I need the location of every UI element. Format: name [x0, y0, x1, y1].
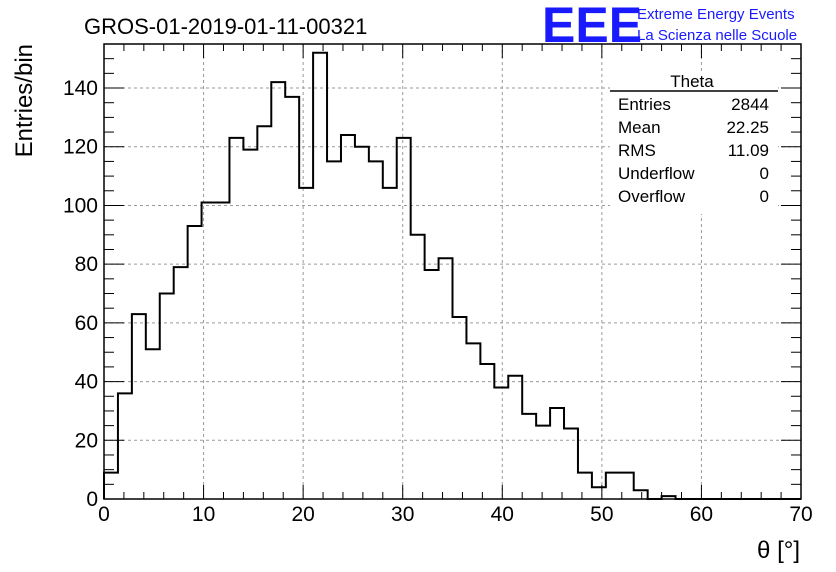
histogram-bar [522, 414, 536, 499]
stats-row-value: 2844 [731, 95, 769, 114]
histogram-bar [634, 490, 648, 499]
histogram-bar [397, 138, 411, 499]
x-tick-label: 40 [491, 503, 514, 526]
x-tick-label: 60 [690, 503, 713, 526]
y-tick-label: 120 [63, 136, 98, 159]
y-tick-label: 0 [86, 488, 98, 511]
histogram-bar [564, 429, 578, 499]
y-tick-label: 20 [75, 429, 98, 452]
histogram-bar [216, 203, 230, 499]
x-tick-label: 50 [590, 503, 613, 526]
histogram-bar [341, 135, 355, 499]
histogram-bar [466, 343, 480, 499]
histogram-bar [146, 349, 160, 499]
histogram-bar [480, 364, 494, 499]
stats-title: Theta [670, 72, 714, 91]
histogram-bar [439, 258, 453, 499]
stats-row-label: Underflow [618, 164, 695, 183]
stats-row-label: Entries [618, 95, 671, 114]
histogram-bar [118, 393, 132, 499]
stats-box: Theta Entries 2844 Mean 22.25 RMS 11.09 Underf… [610, 72, 778, 214]
logo-line-2: La Scienza nelle Scuole [637, 27, 797, 44]
x-tick-label: 10 [192, 503, 215, 526]
stats-row-value: 11.09 [728, 141, 769, 160]
histogram-bar [285, 97, 299, 499]
histogram-bar [536, 426, 550, 499]
eee-logo: EEE Extreme Energy Events La Scienza nel… [542, 0, 797, 53]
stats-row-label: RMS [618, 141, 656, 160]
y-axis-title: Entries/bin [11, 44, 38, 157]
logo-mark: EEE [542, 0, 642, 53]
histogram-bar [606, 473, 620, 499]
histogram-bar [313, 53, 327, 499]
histogram-bar [411, 235, 425, 499]
stats-row-value: 0 [760, 164, 769, 183]
y-tick-label: 60 [75, 312, 98, 335]
histogram-bar [578, 473, 592, 499]
histogram-bar [243, 150, 257, 499]
x-tick-label: 70 [789, 503, 812, 526]
histogram-bar [299, 188, 313, 499]
histogram-outline [103, 51, 801, 500]
histogram-bar [160, 294, 174, 499]
y-tick-label: 80 [75, 253, 98, 276]
stats-row-value: 0 [760, 187, 769, 206]
histogram-bar [188, 226, 202, 499]
histogram-bar [132, 314, 146, 499]
chart-title: GROS-01-2019-01-11-00321 [84, 14, 367, 39]
x-tick-label: 20 [291, 503, 314, 526]
histogram-bar [104, 473, 118, 499]
stats-row-label: Mean [618, 118, 661, 137]
histogram-bar [271, 82, 285, 499]
histogram-bars [103, 51, 801, 500]
histogram-bar [229, 138, 243, 499]
logo-line-1: Extreme Energy Events [637, 6, 795, 23]
y-tick-label: 100 [63, 194, 98, 217]
x-tick-label: 30 [391, 503, 414, 526]
y-tick-label: 140 [63, 77, 98, 100]
plot-frame [103, 43, 802, 500]
y-tick-labels: 0 20 40 60 80 100 120 140 [63, 77, 98, 511]
y-tick-label: 40 [75, 371, 98, 394]
x-tick-label: 0 [98, 503, 110, 526]
x-tick-labels: 0 10 20 30 40 50 60 70 [98, 503, 813, 526]
stats-row-value: 22.25 [726, 118, 769, 137]
histogram-bar [592, 487, 606, 499]
histogram-bar [453, 317, 467, 499]
histogram-bar [369, 161, 383, 499]
histogram-bar [494, 387, 508, 499]
histogram-bar [174, 267, 188, 499]
histogram-bar [508, 376, 522, 499]
x-axis-title: θ [°] [757, 537, 800, 564]
stats-row-label: Overflow [618, 187, 686, 206]
histogram-bar [257, 126, 271, 499]
histogram-bar [383, 188, 397, 499]
histogram-bar [550, 408, 564, 499]
histogram-bar [425, 270, 439, 499]
histogram-bar [327, 161, 341, 499]
axis-ticks [103, 43, 802, 500]
stats-rows: Entries 2844 Mean 22.25 RMS 11.09 Underflow 0 Ov… [618, 95, 769, 206]
